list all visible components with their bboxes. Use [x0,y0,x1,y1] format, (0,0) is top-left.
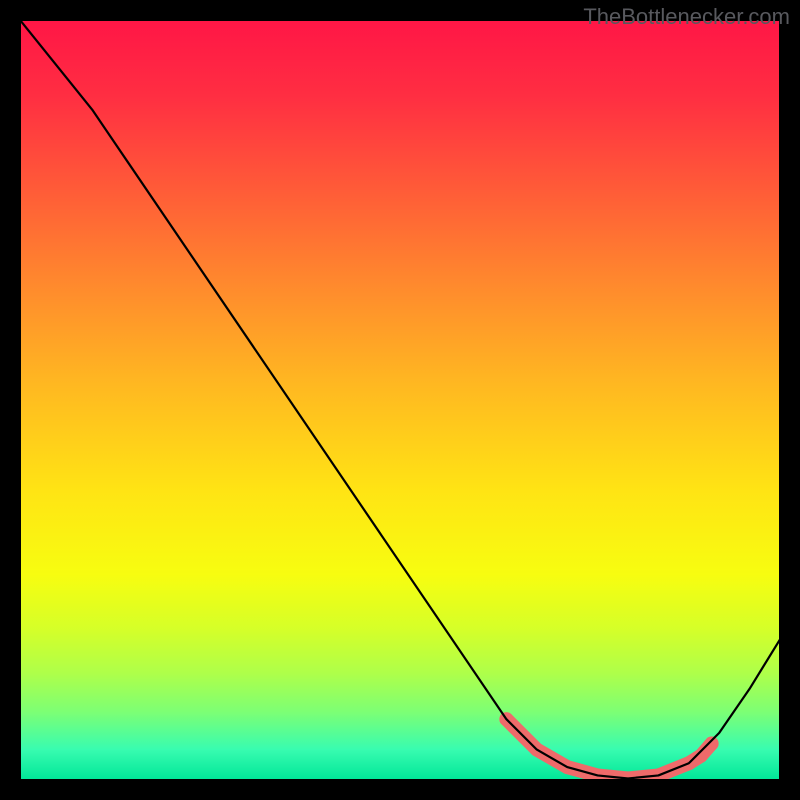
bottleneck-chart [0,0,800,800]
plot-background [20,20,780,780]
marker-dot [705,737,719,751]
chart-stage: TheBottlenecker.com [0,0,800,800]
watermark-label: TheBottlenecker.com [583,4,790,30]
